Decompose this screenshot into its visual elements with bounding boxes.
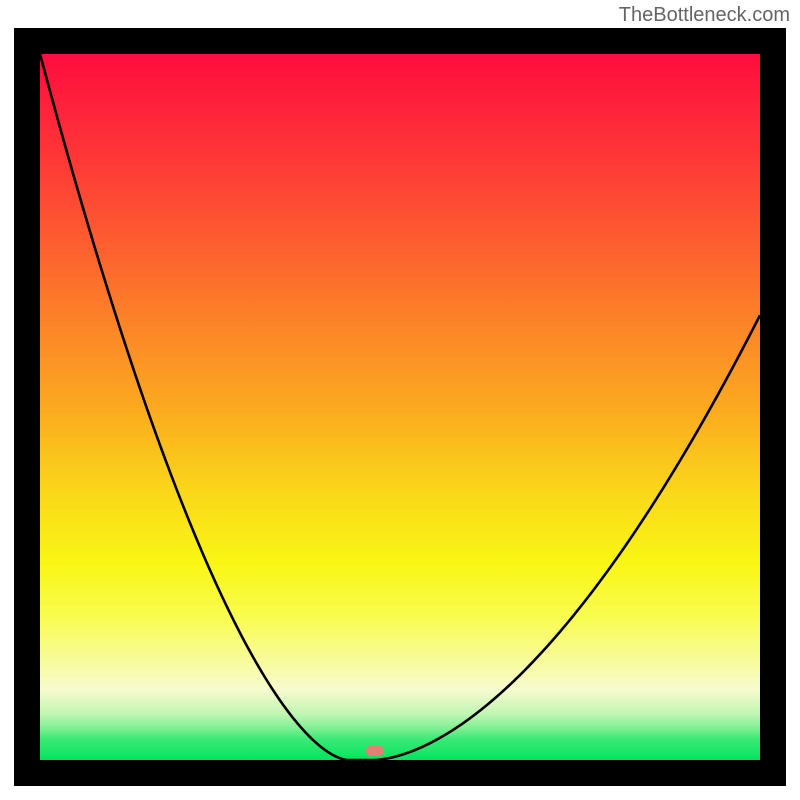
chart-stage: TheBottleneck.com bbox=[0, 0, 800, 800]
valley-marker bbox=[366, 746, 384, 756]
gradient-background bbox=[40, 54, 760, 760]
watermark-text: TheBottleneck.com bbox=[619, 4, 790, 27]
bottleneck-chart bbox=[0, 0, 800, 800]
